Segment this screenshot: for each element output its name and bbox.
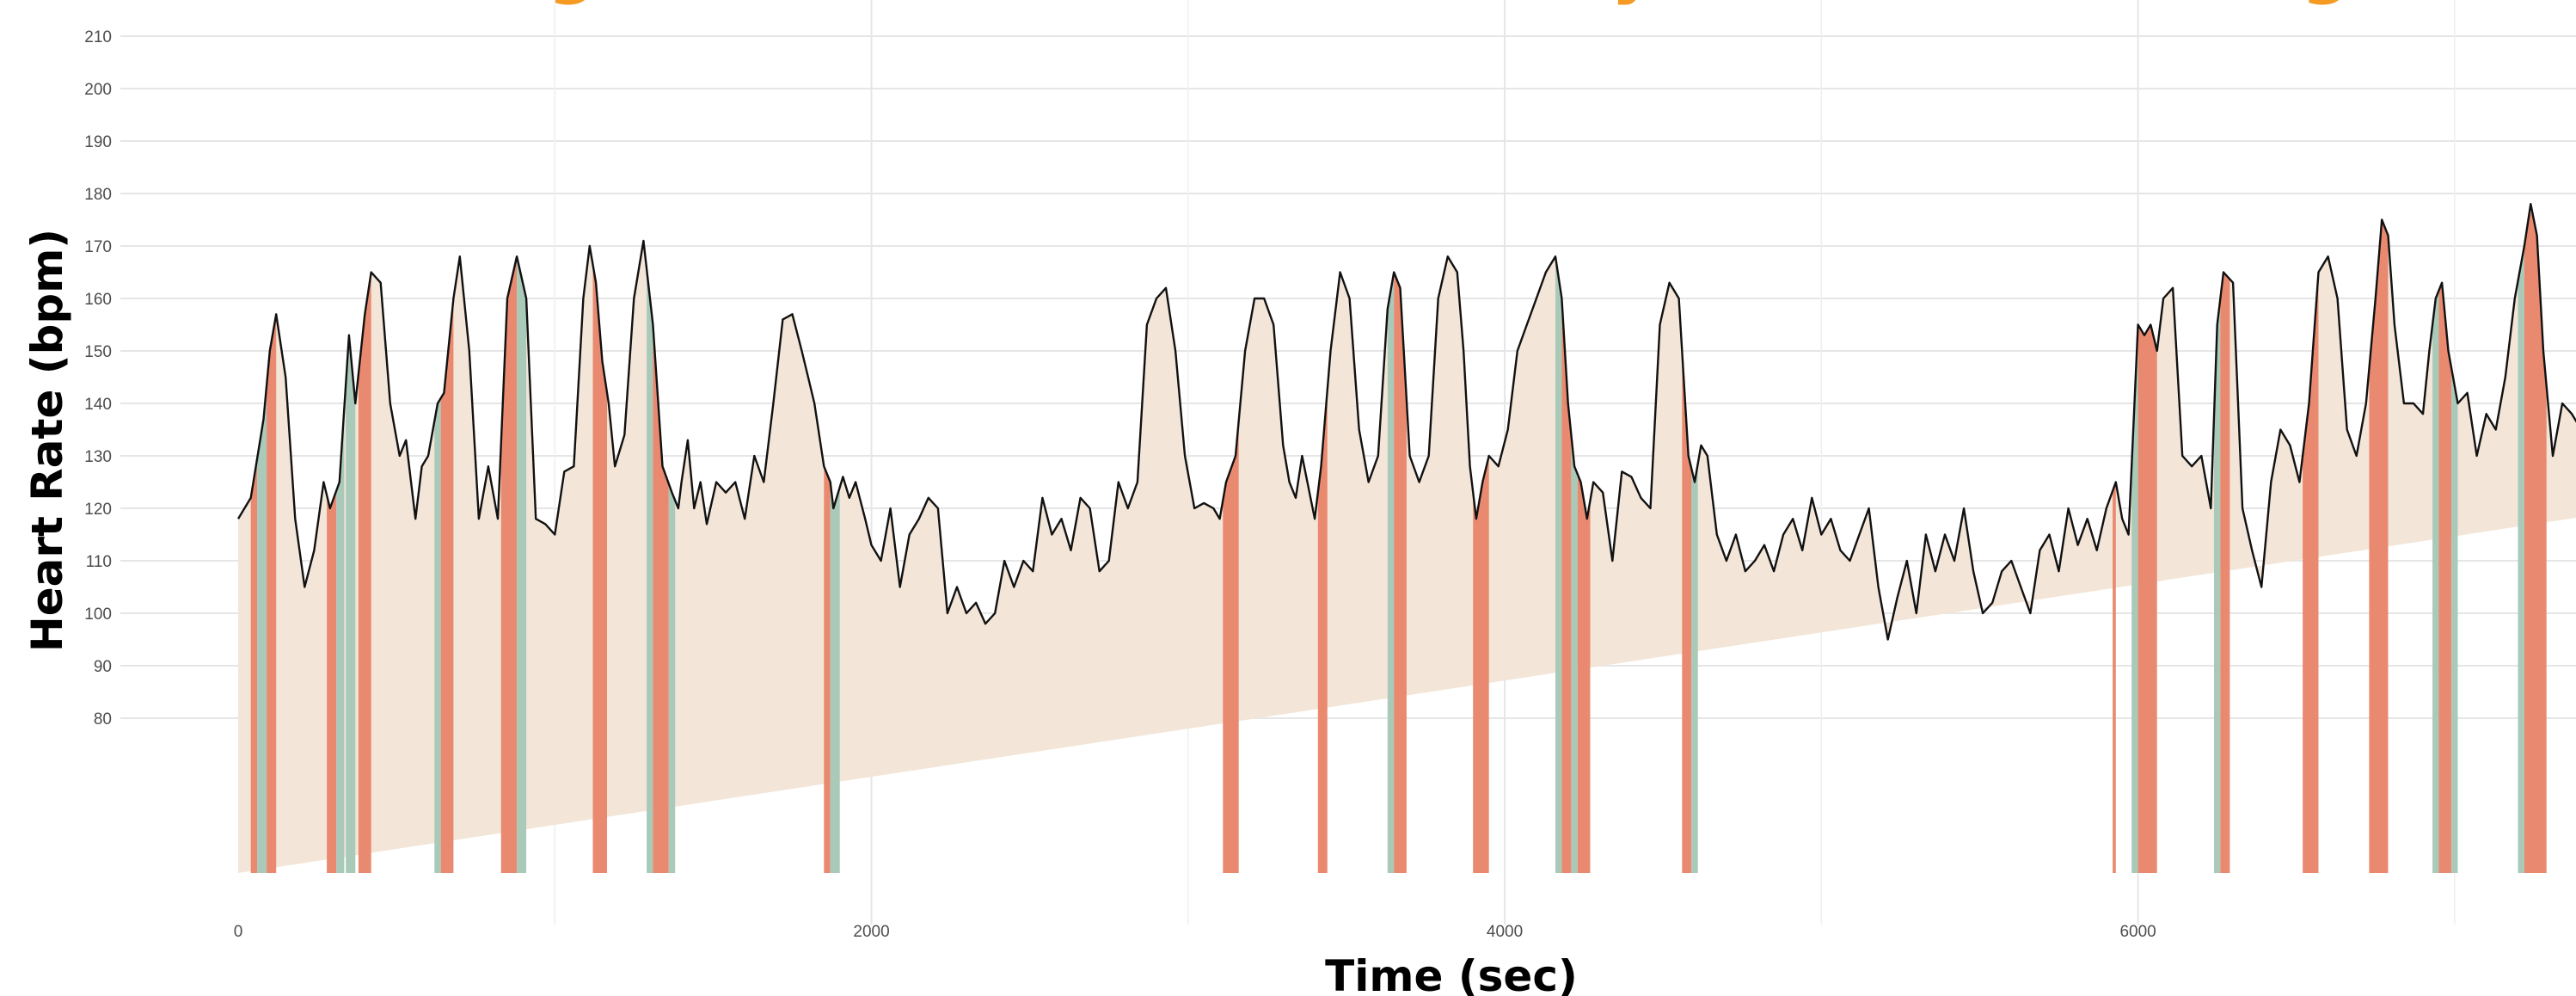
zone-band-high — [2220, 272, 2230, 873]
y-axis-ticks: 80 90 100 110 120 130 140 150 160 170 180 190 200 210 — [84, 28, 112, 729]
x-tick-label: 2000 — [853, 923, 889, 941]
zone-band-high — [327, 490, 337, 873]
title-fragment: y — [1611, 0, 1656, 6]
zone-band-mid — [2214, 298, 2221, 873]
zone-band-mid — [830, 482, 840, 873]
y-axis-title: Heart Rate (bpm) — [22, 229, 72, 652]
chart-title-fragments: g y g — [547, 0, 2350, 6]
x-axis-ticks: 0 2000 4000 6000 — [234, 923, 2156, 941]
zone-band-high — [2438, 285, 2452, 873]
zone-band-high — [824, 466, 831, 873]
zone-band-high — [358, 272, 371, 873]
x-tick-label: 4000 — [1487, 923, 1523, 941]
y-tick-label: 200 — [84, 81, 112, 99]
zone-band-high — [653, 324, 669, 873]
y-tick-label: 120 — [84, 501, 112, 519]
y-tick-label: 190 — [84, 133, 112, 151]
y-tick-label: 140 — [84, 396, 112, 414]
zone-band-high — [250, 458, 258, 873]
y-tick-label: 100 — [84, 606, 112, 624]
zone-band-high — [1394, 272, 1407, 873]
x-tick-label: 0 — [234, 923, 243, 941]
zone-band-high — [2524, 209, 2547, 874]
zone-band-mid — [2518, 246, 2524, 873]
y-tick-label: 130 — [84, 448, 112, 466]
zone-band-high — [2137, 324, 2157, 873]
zone-band-mid — [434, 397, 441, 873]
zone-band-high — [440, 298, 454, 873]
zone-band-mid — [517, 256, 527, 873]
zone-band-mid — [1387, 272, 1395, 873]
y-tick-label: 90 — [94, 658, 112, 676]
y-tick-label: 110 — [86, 553, 112, 571]
y-tick-label: 170 — [84, 238, 112, 256]
zone-band-high — [500, 256, 518, 873]
title-fragment: g — [547, 0, 596, 6]
y-tick-label: 210 — [84, 28, 112, 46]
y-tick-label: 180 — [84, 186, 112, 204]
y-tick-label: 150 — [84, 343, 112, 361]
zone-band-high — [1577, 474, 1591, 873]
zone-band-high — [1682, 351, 1692, 873]
zone-band-mid — [1555, 256, 1562, 873]
zone-band-mid — [346, 335, 356, 873]
zone-band-mid — [336, 409, 345, 874]
zone-band-mid — [1571, 434, 1578, 873]
x-tick-label: 6000 — [2119, 923, 2156, 941]
zone-band-high — [2369, 219, 2389, 873]
zone-bands — [250, 209, 2547, 874]
title-fragment: g — [2301, 0, 2350, 6]
heart-rate-line — [236, 203, 2576, 641]
zone-band-high — [267, 314, 277, 873]
heart-rate-series-line — [236, 203, 2576, 641]
area-fill — [238, 204, 2576, 873]
zone-band-mid — [257, 384, 267, 874]
area-fill-path — [238, 204, 2576, 873]
y-tick-label: 80 — [94, 710, 112, 729]
zone-band-high — [2303, 272, 2319, 873]
zone-band-mid — [668, 483, 676, 873]
zone-band-mid — [1691, 464, 1698, 873]
zone-band-high — [1317, 389, 1328, 873]
zone-band-high — [1473, 456, 1489, 873]
zone-band-high — [592, 264, 607, 873]
zone-band-mid — [647, 268, 653, 873]
zone-band-high — [1223, 421, 1239, 873]
x-axis-title: Time (sec) — [1325, 951, 1578, 996]
zone-band-high — [1561, 298, 1572, 873]
zone-band-mid — [2451, 368, 2458, 873]
y-tick-label: 160 — [84, 291, 112, 309]
zone-band-mid — [2131, 324, 2138, 873]
zone-band-mid — [2432, 290, 2439, 873]
zone-band-high — [2113, 482, 2116, 873]
